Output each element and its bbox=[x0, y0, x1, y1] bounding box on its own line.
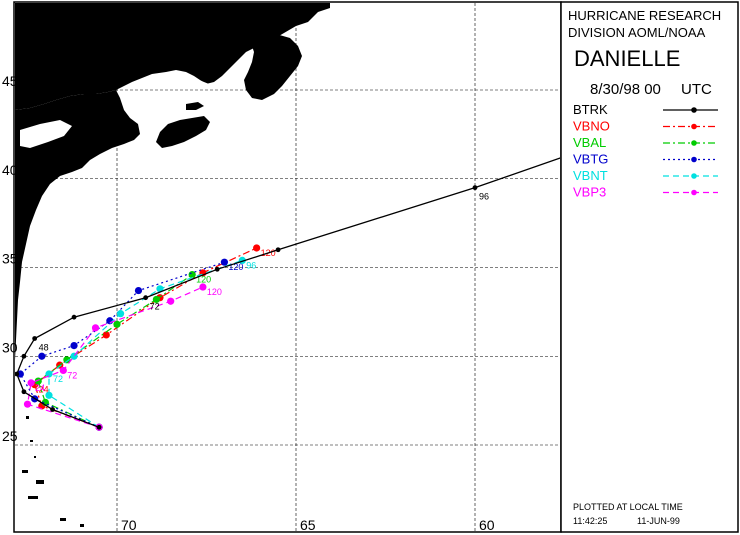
storm-name: DANIELLE bbox=[574, 46, 680, 71]
track-point-btrk-8 bbox=[214, 266, 220, 272]
legend-marker-vbnt bbox=[691, 173, 697, 179]
track-point-btrk-7 bbox=[143, 295, 149, 301]
track-point-vbp3-2 bbox=[27, 379, 35, 387]
track-vbal: 120 bbox=[34, 271, 211, 431]
track-hour-label-vbnt-6: 96 bbox=[246, 260, 256, 270]
track-point-btrk-3 bbox=[15, 371, 20, 377]
plotted-note: PLOTTED AT LOCAL TIME bbox=[573, 502, 683, 512]
track-point-vbal-6 bbox=[188, 271, 196, 279]
latitude-labels: 45 40 35 30 25 bbox=[2, 73, 18, 444]
track-hour-label-vbp3-3: 72 bbox=[67, 370, 77, 380]
track-point-btrk-5 bbox=[32, 336, 38, 341]
legend-label-vbno: VBNO bbox=[573, 119, 610, 134]
track-point-btrk-10 bbox=[472, 185, 478, 191]
track-point-vbtg-2 bbox=[16, 370, 24, 378]
track-hour-label-btrk-5: 48 bbox=[39, 343, 49, 353]
track-point-vbnt-2 bbox=[45, 370, 53, 378]
track-hour-label-vbal-6: 120 bbox=[196, 275, 211, 285]
legend-marker-vbal bbox=[691, 140, 697, 146]
forecast-tracks: 2412012012072962472120487296120 bbox=[15, 157, 560, 431]
track-point-btrk-6 bbox=[71, 314, 77, 320]
track-point-vbnt-4 bbox=[116, 310, 125, 318]
track-point-btrk-2 bbox=[21, 389, 27, 395]
track-point-vbp3-1 bbox=[23, 400, 32, 408]
info-panel: HURRICANE RESEARCH DIVISION AOML/NOAA DA… bbox=[560, 1, 739, 533]
track-btrk: 487296120 bbox=[15, 157, 560, 430]
land-nova-scotia bbox=[156, 116, 210, 148]
land-quebec bbox=[15, 3, 330, 110]
track-point-vbno-7 bbox=[253, 244, 261, 252]
track-point-vbal-5 bbox=[152, 295, 160, 304]
track-point-vbp3-6 bbox=[199, 283, 207, 291]
lat-label-30: 30 bbox=[2, 339, 18, 355]
plotted-date: 11-JUN-99 bbox=[637, 516, 680, 526]
track-point-vbal-3 bbox=[63, 356, 71, 364]
track-point-vbp3-3 bbox=[59, 366, 67, 375]
land-caribbean-islands bbox=[22, 416, 84, 527]
legend-marker-vbp3 bbox=[691, 189, 697, 196]
lat-label-45: 45 bbox=[2, 73, 18, 89]
track-point-vbtg-7 bbox=[220, 258, 228, 266]
track-hour-label-btrk-10: 96 bbox=[479, 192, 489, 202]
time-zone: UTC bbox=[681, 81, 712, 98]
land-newfoundland bbox=[244, 34, 302, 100]
track-line-vbtg bbox=[19, 261, 225, 428]
track-point-vbp3-5 bbox=[167, 297, 175, 305]
track-hour-label-vbtg-7: 120 bbox=[228, 262, 243, 272]
track-point-btrk-4 bbox=[21, 353, 27, 359]
track-vbp3: 24 72 120 bbox=[23, 283, 222, 431]
legend-label-btrk: BTRK bbox=[573, 102, 608, 117]
org-line-1: HURRICANE RESEARCH bbox=[568, 8, 721, 23]
lon-label-60: 60 bbox=[479, 517, 495, 533]
legend-label-vbp3: VBP3 bbox=[573, 185, 606, 200]
plotted-clock: 11:42:25 bbox=[573, 516, 607, 526]
water-lakes bbox=[20, 120, 72, 148]
org-line-2: DIVISION AOML/NOAA bbox=[568, 25, 706, 40]
track-hour-label-vbp3-2: 24 bbox=[35, 383, 45, 393]
land-us-east-coast bbox=[15, 90, 140, 360]
track-point-vbp3-4 bbox=[91, 324, 100, 332]
legend-label-vbal: VBAL bbox=[573, 135, 606, 150]
legend-marker-btrk bbox=[691, 107, 697, 113]
legend-label-vbtg: VBTG bbox=[573, 152, 608, 167]
track-point-vbtg-4 bbox=[70, 342, 78, 350]
lat-label-25: 25 bbox=[2, 428, 18, 444]
track-hour-label-vbno-2: 24 bbox=[39, 385, 49, 395]
date-time: 8/30/98 00 bbox=[590, 81, 661, 98]
track-point-btrk-1 bbox=[50, 407, 55, 412]
track-hour-label-btrk-7: 72 bbox=[150, 302, 160, 312]
track-point-vbal-4 bbox=[113, 320, 121, 328]
track-point-btrk-0 bbox=[96, 424, 102, 430]
lat-lon-grid bbox=[15, 3, 560, 531]
water-gulf-st-lawrence bbox=[150, 64, 248, 124]
legend-marker-vbno bbox=[691, 123, 697, 130]
legend-marker-vbtg bbox=[691, 156, 697, 163]
track-hour-label-vbnt-2: 72 bbox=[53, 374, 63, 384]
coastline-land bbox=[15, 3, 330, 527]
lat-label-40: 40 bbox=[2, 162, 18, 178]
lat-label-35: 35 bbox=[2, 251, 18, 267]
legend-label-vbnt: VBNT bbox=[573, 168, 608, 183]
land-pei bbox=[186, 102, 204, 110]
lon-label-70: 70 bbox=[121, 517, 137, 533]
track-point-vbnt-1 bbox=[45, 391, 53, 399]
track-point-vbtg-3 bbox=[38, 352, 46, 360]
info-panel-border bbox=[560, 1, 739, 533]
track-point-vbno-4 bbox=[102, 331, 110, 339]
track-point-vbtg-6 bbox=[134, 286, 143, 295]
track-point-btrk-9 bbox=[275, 247, 281, 253]
lon-label-65: 65 bbox=[300, 517, 316, 533]
track-hour-label-vbp3-6: 120 bbox=[207, 287, 222, 297]
track-point-vbal-2 bbox=[34, 377, 42, 385]
